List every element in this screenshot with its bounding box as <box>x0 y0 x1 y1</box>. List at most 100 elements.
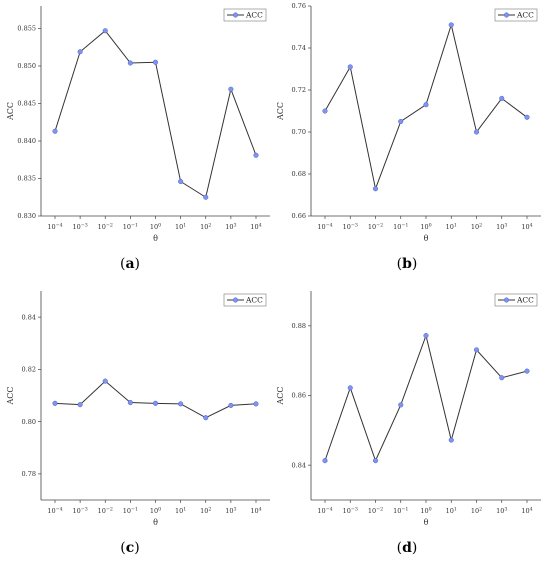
y-tick-label: 0.70 <box>292 128 306 136</box>
data-point <box>228 86 234 92</box>
data-point <box>178 401 184 407</box>
x-tick-label: 103 <box>225 507 236 516</box>
x-axis-title: θ <box>424 518 429 527</box>
legend-label: ACC <box>516 296 534 305</box>
legend-box <box>494 293 538 307</box>
x-tick-label: 10−3 <box>343 223 358 232</box>
data-point <box>372 186 379 192</box>
legend-marker <box>232 297 239 303</box>
data-point <box>152 59 159 65</box>
data-point <box>398 118 404 125</box>
x-tick-label: 10−4 <box>317 507 332 516</box>
data-point <box>423 333 429 339</box>
x-tick-label: 104 <box>250 507 261 516</box>
data-point <box>102 378 108 384</box>
y-tick-label: 0.855 <box>17 25 36 33</box>
y-tick-label: 0.78 <box>22 470 36 478</box>
data-point <box>203 194 209 200</box>
data-point <box>52 400 58 406</box>
data-point <box>372 458 379 464</box>
data-point <box>253 152 259 158</box>
x-tick-label: 102 <box>471 507 482 516</box>
x-tick-label: 100 <box>150 223 161 232</box>
panel-label: (b) <box>397 256 418 272</box>
panel-label: (a) <box>120 256 140 272</box>
x-tick-label: 10−2 <box>368 223 383 232</box>
y-tick-label: 0.72 <box>292 86 306 94</box>
y-tick-label: 0.830 <box>17 212 36 220</box>
y-tick-label: 0.850 <box>17 62 36 70</box>
y-axis-title: ACC <box>276 102 285 121</box>
legend-marker <box>503 12 510 18</box>
legend-marker <box>232 12 239 18</box>
x-tick-label: 101 <box>446 507 457 516</box>
y-axis-title: ACC <box>276 386 285 405</box>
y-tick-label: 0.84 <box>22 313 36 321</box>
chart-panel-2: 0.66 0.68 0.70 0.72 0.74 0.76 10−4 10−3 10−2 10−1… <box>276 2 541 272</box>
x-tick-label: 10−1 <box>393 223 408 232</box>
x-tick-label: 10−4 <box>47 507 62 516</box>
x-tick-label: 10−2 <box>98 507 113 516</box>
y-tick-label: 0.76 <box>292 2 306 10</box>
y-tick-label: 0.840 <box>17 137 36 145</box>
y-tick-label: 0.74 <box>292 44 306 52</box>
x-tick-label: 10−3 <box>72 223 87 232</box>
data-point <box>77 49 83 55</box>
data-point <box>127 400 133 406</box>
data-point <box>524 114 530 120</box>
y-axis-title: ACC <box>6 102 15 121</box>
legend-box <box>494 8 538 22</box>
x-tick-label: 100 <box>420 223 431 232</box>
y-tick-label: 0.80 <box>22 418 36 426</box>
data-point <box>347 64 353 70</box>
legend-label: ACC <box>516 11 534 20</box>
series-line <box>324 333 528 462</box>
data-point <box>203 415 209 421</box>
x-tick-label: 10−4 <box>317 223 332 232</box>
y-axis-title: ACC <box>6 386 15 405</box>
data-point <box>102 28 108 34</box>
x-tick-label: 10−2 <box>98 223 113 232</box>
series-line <box>54 30 257 199</box>
x-tick-label: 10−1 <box>393 507 408 516</box>
x-tick-label: 102 <box>471 223 482 232</box>
data-point <box>499 95 505 101</box>
y-tick-label: 0.86 <box>292 392 306 400</box>
x-tick-label: 100 <box>150 507 161 516</box>
y-tick-label: 0.66 <box>292 212 306 220</box>
x-tick-label: 101 <box>446 223 457 232</box>
legend-label: ACC <box>245 11 263 20</box>
data-point <box>253 401 259 407</box>
series-line <box>54 380 257 419</box>
chart-panel-3: 0.78 0.80 0.82 0.84 10−4 10−3 10−2 10−1 100 101 10… <box>6 291 270 556</box>
data-point <box>347 385 353 391</box>
x-tick-label: 10−2 <box>368 507 383 516</box>
data-point <box>473 129 480 135</box>
data-point <box>473 347 480 353</box>
data-point <box>127 60 133 66</box>
x-tick-label: 100 <box>420 507 431 516</box>
x-tick-label: 103 <box>225 223 236 232</box>
panel-label: (d) <box>397 540 418 556</box>
data-point <box>152 400 159 406</box>
x-tick-label: 104 <box>521 223 532 232</box>
data-point <box>228 402 234 408</box>
data-point <box>52 128 58 134</box>
x-tick-label: 10−3 <box>343 507 358 516</box>
legend-box <box>223 8 267 22</box>
x-tick-label: 103 <box>496 223 507 232</box>
legend-label: ACC <box>245 296 263 305</box>
y-tick-label: 0.82 <box>22 366 36 374</box>
x-axis-title: θ <box>424 234 429 243</box>
x-tick-label: 10−1 <box>123 507 138 516</box>
data-point <box>77 402 83 408</box>
data-point <box>178 178 184 185</box>
y-tick-label: 0.84 <box>292 461 306 469</box>
x-tick-label: 102 <box>200 223 211 232</box>
data-point <box>398 402 404 408</box>
data-point <box>448 437 454 443</box>
data-point <box>524 368 530 374</box>
x-axis-title: θ <box>153 518 158 527</box>
y-tick-label: 0.835 <box>17 175 36 183</box>
